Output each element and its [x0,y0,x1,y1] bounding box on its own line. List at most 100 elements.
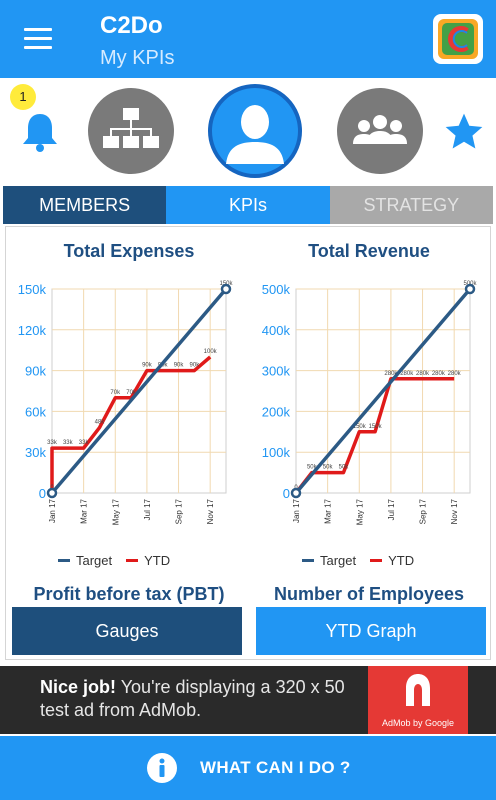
ytd-data-label: 100k [204,349,218,355]
ytd-graph-button[interactable]: YTD Graph [256,607,486,655]
x-tick-label: Jul 17 [387,498,396,520]
legend-target-swatch [58,559,70,562]
what-can-i-do-label: WHAT CAN I DO ? [200,758,351,777]
ytd-data-label: 33k [63,440,74,446]
ad-body: You're displaying a 320 x 50 test ad fro… [40,677,345,720]
legend-ytd-label: YTD [388,553,415,568]
ytd-data-label: 280k [400,371,414,377]
star-icon[interactable] [442,110,486,154]
admob-caption: AdMob by Google [381,718,455,728]
ytd-line [294,377,455,495]
x-tick-label: Sep 17 [175,498,184,524]
legend-ytd-label: YTD [144,553,171,568]
x-tick-label: Jan 17 [292,498,301,523]
section-title-employees: Number of Employees [273,584,465,604]
y-tick-label: 60k [25,404,46,419]
info-icon [147,753,177,783]
ytd-data-label: 280k [384,371,398,377]
notification-badge: 1 [10,84,36,110]
y-tick-label: 0 [39,486,46,501]
tab-bar: MEMBERS KPIs STRATEGY [3,186,493,224]
target-point [290,487,302,499]
tab-strategy[interactable]: STRATEGY [329,186,493,224]
target-line [294,287,472,495]
legend-target-swatch [302,559,314,562]
y-tick-label: 100k [262,445,291,460]
expenses-legend: Target YTD [58,553,170,568]
ytd-data-label: 48k [95,420,106,426]
app-header: C2Do My KPIs [0,0,496,78]
ytd-data-label: 90k [190,363,201,369]
chart-title-expenses: Total Expenses [63,241,195,261]
org-chart-button[interactable] [88,88,174,174]
bell-icon[interactable] [20,110,60,154]
ytd-data-label: 280k [416,371,430,377]
target-point [464,283,476,295]
y-tick-label: 120k [18,323,47,338]
ytd-data-label: 50k [307,465,318,471]
x-tick-label: Jan 17 [48,498,57,523]
legend-ytd-swatch [126,559,139,562]
y-tick-label: 150k [18,282,47,297]
target-point [46,487,58,499]
x-tick-label: Mar 17 [80,498,89,523]
ad-headline: Nice job! [40,677,117,697]
ytd-data-label: 33k [79,440,90,446]
y-tick-label: 300k [262,364,291,379]
ytd-data-label: 33k [47,440,58,446]
x-tick-label: Mar 17 [324,498,333,523]
gauges-button[interactable]: Gauges [12,607,242,655]
x-tick-label: Nov 17 [450,498,459,524]
legend-target-label: Target [76,553,113,568]
y-tick-label: 0 [283,486,290,501]
app-logo-icon[interactable] [433,14,483,64]
expenses-chart: 0 30k 60k 90k 120k 150k Jan 17 Mar 17 May 17 Jul … [18,281,234,525]
ytd-data-label: 150k [353,424,367,430]
page-subtitle: My KPIs [100,47,175,69]
admob-icon [406,674,430,706]
legend-target-label: Target [320,553,357,568]
y-tick-label: 400k [262,323,291,338]
my-profile-button[interactable] [208,84,302,178]
team-button[interactable] [337,88,423,174]
y-tick-label: 30k [25,445,46,460]
x-tick-label: May 17 [355,498,364,525]
person-icon [226,105,284,164]
target-point [220,283,232,295]
org-chart-icon [103,108,159,148]
target-line [50,287,228,495]
ytd-data-label: 280k [448,371,462,377]
ytd-line [50,355,212,493]
ytd-data-label: 70k [110,390,121,396]
x-tick-label: May 17 [111,498,120,525]
tab-kpis[interactable]: KPIs [166,186,330,224]
y-tick-label: 500k [262,282,291,297]
admob-logo[interactable]: AdMob by Google [368,666,468,734]
section-title-pbt: Profit before tax (PBT) [33,584,225,604]
y-tick-label: 90k [25,364,46,379]
chart-title-revenue: Total Revenue [308,241,430,261]
x-tick-label: Nov 17 [206,498,215,524]
legend-ytd-swatch [370,559,383,562]
revenue-chart: 0 100k 200k 300k 400k 500k Jan 17 Mar 17 May 17 J… [262,281,478,525]
ytd-data-label: 70k [126,390,137,396]
ad-text: Nice job! You're displaying a 320 x 50 t… [40,676,370,722]
what-can-i-do-button[interactable]: WHAT CAN I DO ? [0,736,496,800]
ytd-data-label: 90k [174,363,185,369]
kpi-content: Total Expenses Total Revenue 0 30k 60k 90k 1… [5,226,491,660]
x-tick-label: Jul 17 [143,498,152,520]
app-title: C2Do [100,12,163,39]
ytd-data-label: 90k [158,363,169,369]
tab-members[interactable]: MEMBERS [3,186,167,224]
icon-row: 1 [0,78,496,186]
ytd-data-label: 50k [339,465,350,471]
menu-icon[interactable] [24,26,54,50]
x-tick-label: Sep 17 [419,498,428,524]
ytd-data-label: 280k [432,371,446,377]
revenue-legend: Target YTD [302,553,414,568]
ad-banner[interactable]: Nice job! You're displaying a 320 x 50 t… [0,666,496,734]
y-tick-label: 200k [262,404,291,419]
team-icon [353,115,407,144]
ytd-data-label: 90k [142,363,153,369]
